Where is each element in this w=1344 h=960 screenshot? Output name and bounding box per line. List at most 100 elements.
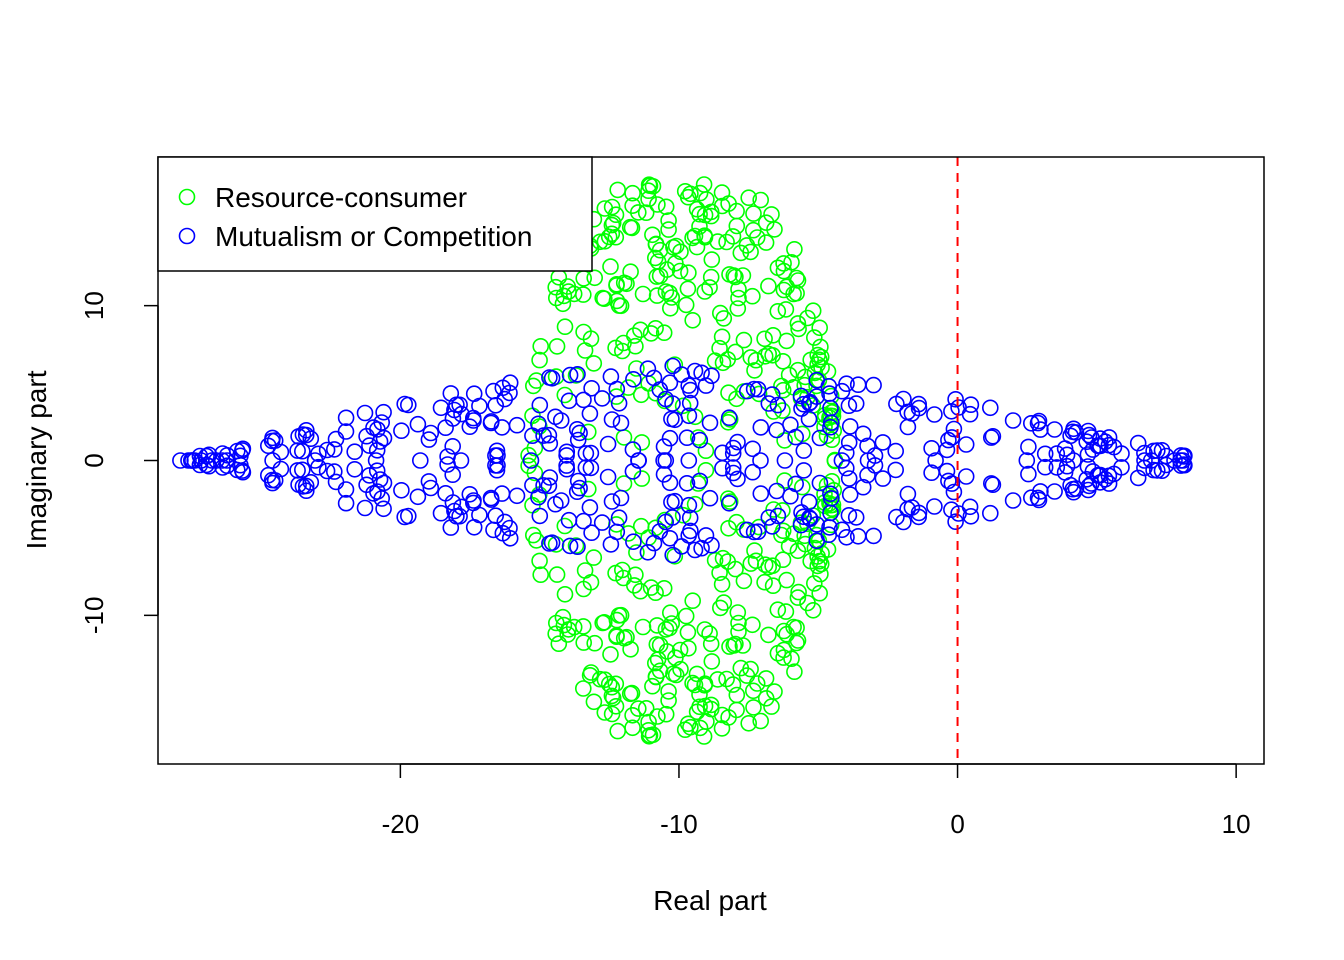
point-mutualism-competition: [859, 452, 877, 469]
point-resource-consumer: [757, 214, 775, 231]
point-mutualism-competition: [738, 382, 756, 400]
point-mutualism-competition: [444, 466, 462, 484]
point-mutualism-competition: [501, 384, 518, 402]
point-mutualism-competition: [655, 466, 673, 483]
point-resource-consumer: [789, 361, 807, 379]
point-mutualism-competition: [841, 418, 859, 435]
y-tick-label: 0: [79, 453, 109, 467]
point-mutualism-competition: [984, 427, 1002, 445]
point-resource-consumer: [660, 683, 677, 700]
point-mutualism-competition: [612, 489, 630, 507]
point-mutualism-competition: [297, 477, 315, 495]
point-resource-consumer: [727, 268, 744, 286]
point-mutualism-competition: [651, 381, 669, 398]
point-mutualism-competition: [558, 457, 575, 474]
point-mutualism-competition: [661, 429, 679, 447]
point-resource-consumer: [778, 332, 795, 350]
point-resource-consumer: [774, 502, 791, 519]
point-mutualism-competition: [358, 476, 375, 494]
point-mutualism-competition: [1129, 469, 1147, 487]
point-mutualism-competition: [599, 468, 617, 486]
point-mutualism-competition: [887, 461, 905, 479]
point-mutualism-competition: [1129, 434, 1147, 452]
point-resource-consumer: [680, 639, 697, 657]
point-resource-consumer: [622, 263, 639, 281]
point-mutualism-competition: [302, 430, 320, 448]
point-resource-consumer: [714, 549, 732, 567]
point-mutualism-competition: [603, 411, 621, 428]
point-mutualism-competition: [673, 366, 690, 383]
point-resource-consumer: [713, 575, 731, 593]
point-mutualism-competition: [822, 485, 839, 503]
point-resource-consumer: [823, 431, 841, 449]
point-resource-consumer: [811, 584, 829, 602]
point-mutualism-competition: [234, 442, 251, 459]
point-mutualism-competition: [763, 386, 781, 403]
point-mutualism-competition: [1023, 414, 1040, 432]
point-resource-consumer: [735, 331, 753, 349]
point-resource-consumer: [806, 364, 824, 382]
point-resource-consumer: [634, 618, 652, 636]
point-resource-consumer: [548, 566, 566, 583]
point-resource-consumer: [667, 237, 685, 255]
point-resource-consumer: [532, 566, 550, 584]
point-mutualism-competition: [927, 452, 944, 469]
point-resource-consumer: [603, 225, 621, 243]
point-mutualism-competition: [289, 442, 306, 459]
point-mutualism-competition: [899, 500, 916, 518]
point-resource-consumer: [579, 480, 597, 498]
point-mutualism-competition: [575, 391, 592, 409]
point-mutualism-competition: [213, 452, 231, 469]
point-mutualism-competition: [444, 437, 462, 455]
point-resource-consumer: [625, 327, 643, 344]
point-resource-consumer: [744, 287, 761, 305]
point-mutualism-competition: [368, 462, 386, 480]
point-mutualism-competition: [493, 485, 511, 502]
point-mutualism-competition: [485, 382, 502, 400]
point-resource-consumer: [730, 614, 747, 632]
point-resource-consumer: [640, 182, 657, 199]
point-mutualism-competition: [1079, 458, 1097, 475]
point-mutualism-competition: [1092, 466, 1109, 484]
point-resource-consumer: [655, 324, 673, 342]
point-mutualism-competition: [847, 509, 865, 526]
point-mutualism-competition: [821, 519, 838, 536]
point-mutualism-competition: [664, 546, 682, 564]
point-mutualism-competition: [1032, 483, 1049, 500]
point-mutualism-competition: [318, 462, 336, 480]
point-mutualism-competition: [962, 507, 980, 525]
point-mutualism-competition: [396, 395, 414, 413]
point-mutualism-competition: [800, 410, 818, 428]
point-mutualism-competition: [541, 535, 558, 552]
point-resource-consumer: [806, 539, 824, 557]
point-resource-consumer: [632, 582, 649, 600]
point-mutualism-competition: [940, 431, 957, 449]
point-resource-consumer: [591, 670, 609, 688]
point-resource-consumer: [786, 241, 803, 258]
point-resource-consumer: [640, 721, 657, 739]
point-resource-consumer: [649, 708, 666, 725]
point-mutualism-competition: [752, 419, 770, 436]
point-mutualism-competition: [962, 396, 980, 414]
point-resource-consumer: [691, 205, 708, 223]
point-mutualism-competition: [625, 370, 642, 388]
point-resource-consumer: [702, 696, 720, 714]
point-resource-consumer: [674, 397, 692, 415]
point-resource-consumer: [622, 640, 639, 658]
point-mutualism-competition: [787, 475, 805, 493]
point-resource-consumer: [812, 555, 830, 573]
point-mutualism-competition: [792, 387, 810, 405]
point-resource-consumer: [718, 670, 735, 688]
point-mutualism-competition: [485, 521, 502, 539]
point-mutualism-competition: [899, 403, 916, 421]
point-mutualism-competition: [1004, 492, 1022, 509]
point-resource-consumer: [696, 283, 714, 300]
point-resource-consumer: [760, 558, 778, 576]
point-mutualism-competition: [487, 447, 504, 464]
point-resource-consumer: [689, 475, 707, 492]
point-mutualism-competition: [768, 482, 786, 500]
point-mutualism-competition: [264, 452, 281, 469]
point-mutualism-competition: [471, 397, 488, 415]
point-mutualism-competition: [346, 443, 364, 461]
point-resource-consumer: [632, 321, 649, 339]
